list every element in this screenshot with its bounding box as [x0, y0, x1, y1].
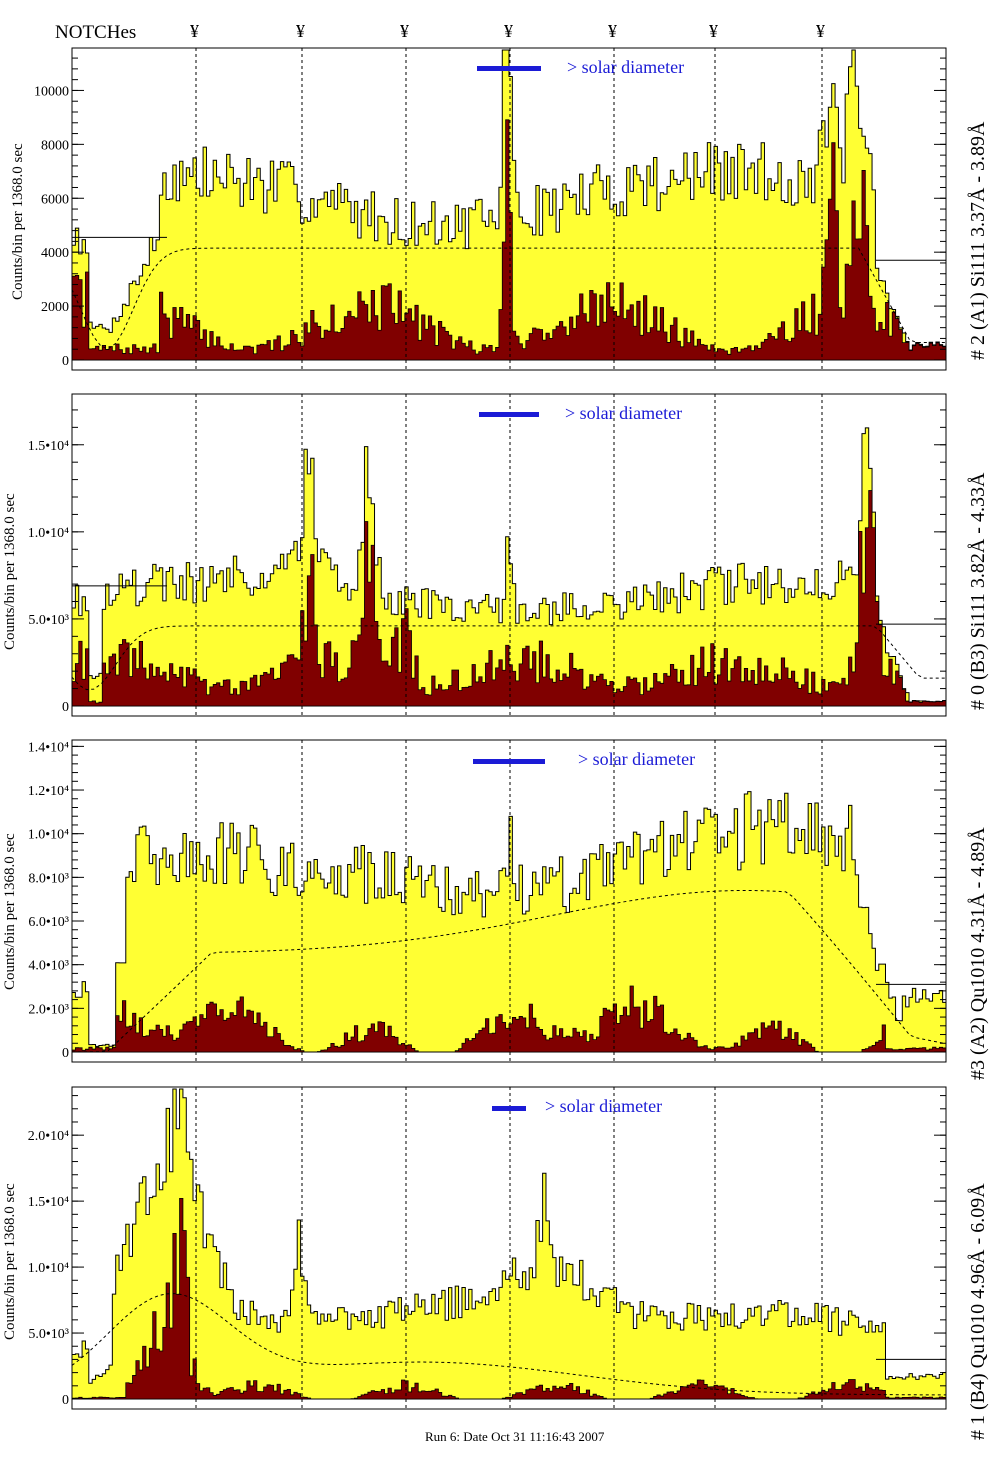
legend-bar	[477, 66, 541, 71]
y-tick-label: 1.4•10⁴	[28, 740, 69, 755]
notch-marker: ¥	[608, 21, 617, 41]
notch-markers: ¥ ¥ ¥ ¥ ¥ ¥ ¥	[190, 21, 825, 41]
run-date-footer: Run 6: Date Oct 31 11:16:43 2007	[425, 1429, 605, 1444]
notch-marker: ¥	[816, 21, 825, 41]
notch-marker: ¥	[504, 21, 513, 41]
envelope-series	[71, 791, 947, 1053]
panel-right-label: # 2 (A1) Si111 3.37Å - 3.89Å	[967, 121, 989, 360]
legend-bar	[479, 412, 539, 417]
notch-marker: ¥	[709, 21, 718, 41]
notch-marker: ¥	[400, 21, 409, 41]
model-curve	[71, 1293, 947, 1396]
legend-bar	[492, 1106, 526, 1111]
y-axis: 0 5.0•10³ 1.0•10⁴ 1.5•10⁴	[28, 409, 946, 715]
model-curve	[71, 247, 946, 350]
y-tick-label: 0	[62, 700, 69, 715]
y-tick-label: 1.5•10⁴	[28, 439, 69, 454]
y-axis-label: Counts/bin per 1368.0 sec	[2, 833, 18, 990]
legend-text: > solar diameter	[565, 403, 682, 423]
legend-bar	[473, 759, 545, 764]
y-tick-label: 8.0•10³	[28, 871, 69, 886]
y-tick-label: 5.0•10³	[28, 613, 69, 628]
panel-series	[71, 1087, 947, 1409]
model-curve	[71, 625, 946, 691]
notch-marker: ¥	[296, 21, 305, 41]
y-tick-label: 5.0•10³	[28, 1327, 69, 1342]
y-tick-label: 6000	[41, 192, 69, 207]
y-axis: 0 5.0•10³ 1.0•10⁴ 1.5•10⁴ 2.0•10⁴	[28, 1095, 946, 1408]
y-axis-label: Counts/bin per 1368.0 sec	[10, 143, 26, 300]
y-axis: 0 2000 4000 6000 8000 10000	[34, 57, 946, 369]
y-tick-label: 4.0•10³	[28, 959, 69, 974]
core-series	[71, 119, 947, 361]
y-tick-label: 2.0•10³	[28, 1002, 69, 1017]
core-series	[71, 490, 947, 707]
y-axis-label: Counts/bin per 1368.0 sec	[2, 493, 18, 650]
y-tick-label: 2000	[41, 300, 69, 315]
y-tick-label: 1.0•10⁴	[28, 828, 69, 843]
y-tick-label: 10000	[34, 84, 69, 99]
legend-text: > solar diameter	[545, 1096, 662, 1116]
notches-label: NOTCHes	[55, 22, 136, 43]
y-tick-label: 0	[62, 1046, 69, 1061]
notch-marker: ¥	[190, 21, 199, 41]
y-tick-label: 8000	[41, 138, 69, 153]
legend-text: > solar diameter	[567, 57, 684, 77]
panel-right-label: #3 (A2) Qu1010 4.31Å - 4.89Å	[967, 827, 989, 1080]
y-tick-label: 1.2•10⁴	[28, 784, 69, 799]
plot-frame	[71, 393, 947, 717]
panel-series	[71, 740, 947, 1062]
panel-series	[71, 394, 947, 716]
plot-frame	[71, 1086, 947, 1410]
panel-right-label: # 1 (B4) Qu1010 4.96Å - 6.09Å	[967, 1183, 989, 1440]
model-curve	[71, 889, 947, 1053]
y-tick-label: 6.0•10³	[28, 915, 69, 930]
panel-series	[71, 48, 947, 370]
y-axis-label: Counts/bin per 1368.0 sec	[2, 1183, 18, 1340]
panel-right-label: # 0 (B3) Si111 3.82Å - 4.33Å	[967, 472, 989, 710]
envelope-series	[71, 427, 947, 707]
y-tick-label: 0	[62, 354, 69, 369]
y-tick-label: 1.5•10⁴	[28, 1195, 69, 1210]
y-tick-label: 2.0•10⁴	[28, 1129, 69, 1144]
core-series	[71, 1197, 947, 1400]
y-tick-label: 1.0•10⁴	[28, 1261, 69, 1276]
envelope-series	[71, 1088, 947, 1400]
y-axis: 0 2.0•10³ 4.0•10³ 6.0•10³ 8.0•10³ 1.0•10⁴ 1.2•…	[28, 740, 946, 1061]
y-tick-label: 1.0•10⁴	[28, 526, 69, 541]
panel-a2-qu1010: 0 2.0•10³ 4.0•10³ 6.0•10³ 8.0•10³ 1.0•10⁴ 1.2•…	[2, 739, 989, 1080]
panel-b4-qu1010: 0 5.0•10³ 1.0•10⁴ 1.5•10⁴ 2.0•10⁴ > solar di…	[2, 1086, 989, 1440]
y-tick-label: 0	[62, 1393, 69, 1408]
core-series	[71, 985, 947, 1053]
legend-text: > solar diameter	[578, 749, 695, 769]
plot-frame	[71, 739, 947, 1063]
y-tick-label: 4000	[41, 246, 69, 261]
